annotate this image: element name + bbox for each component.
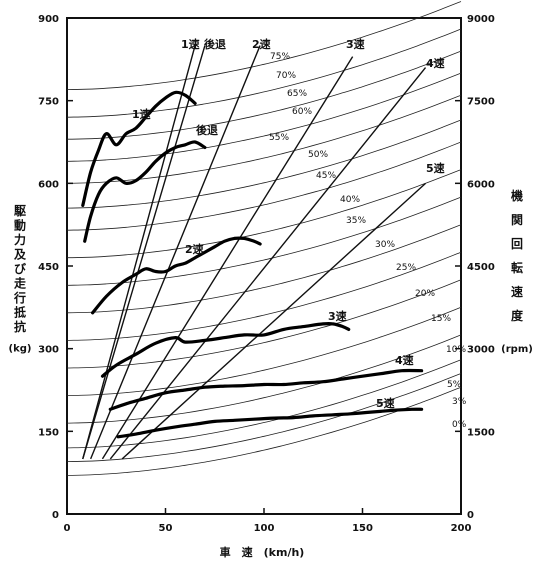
resistance-curve [66,141,462,231]
resistance-label: 65% [287,89,307,99]
resistance-curve [66,169,462,259]
resistance-label: 0% [452,420,467,430]
y-left-tick-label: 0 [52,510,59,521]
resistance-curve [66,72,462,162]
resistance-label: 25% [396,263,416,273]
y-left-tick-label: 900 [38,14,59,25]
resistance-label: 40% [340,195,360,205]
resistance-label: 55% [269,133,289,143]
x-tick-label: 50 [159,523,173,534]
resistance-label: 10% [446,345,466,355]
x-tick-label: 200 [451,523,472,534]
resistance-label: 70% [276,71,296,81]
gear-rpm-line [89,45,261,460]
gear-rpm-line [82,45,196,460]
resistance-curve [66,306,462,396]
resistance-label: 30% [375,240,395,250]
resistance-curve [66,119,462,209]
y-left-tick-label: 300 [38,345,59,356]
y-right-title-char: 回 [511,237,523,251]
traction-curve [116,407,424,439]
y-right-tick-label: 3000 [467,345,495,356]
resistance-curve [66,224,462,314]
resistance-curve [66,334,462,424]
y-left-title-char: (kg) [9,344,32,355]
gear-rpm-line-label: 後退 [204,37,226,51]
resistance-label: 75% [270,52,290,62]
y-right-title-char: 速 [511,284,523,299]
y-right-tick-label: 7500 [467,97,495,108]
y-right-tick-label: 6000 [467,179,495,190]
x-tick-label: 150 [352,523,373,534]
y-left-tick-label: 150 [38,427,59,438]
y-right-title-char: 機 [511,188,523,203]
resistance-label: 20% [415,289,435,299]
gear-rpm-line [82,45,206,460]
resistance-label: 15% [431,314,451,324]
resistance-curve [66,251,462,341]
resistance-label: 45% [316,171,336,181]
resistance-curve [66,359,462,449]
y-left-title-char: 走 [14,276,26,291]
x-tick-label: 0 [64,523,71,534]
y-right-title-char: 関 [511,213,523,227]
traction-curve-label: 3速 [328,309,347,323]
gear-rpm-line-label: 3速 [346,37,365,51]
traction-curve [108,368,424,411]
traction-curve-label: 4速 [395,353,414,367]
traction-curve-label: 5速 [376,396,395,410]
x-tick-label: 100 [254,523,275,534]
y-left-tick-label: 450 [38,262,59,273]
resistance-curves: 75% 70% 65% 60% 55% 50% 45% 40% 35% 30% 25% 20% 15% 1… [66,1,467,476]
y-right-title-char: 度 [511,308,524,323]
y-left-title-char: 抵 [14,305,26,320]
y-left-title-char: 及 [14,248,27,262]
y-right-tick-label: 0 [467,510,474,521]
y-right-tick-label: 4500 [467,262,495,273]
traction-curve [100,321,351,378]
resistance-curve [66,28,462,118]
traction-curve [81,90,197,207]
y-left-title-char: 駆 [14,203,26,218]
resistance-curve [66,373,462,462]
gear-rpm-line-label: 4速 [426,56,445,70]
gear-rpm-line-label: 2速 [252,37,271,51]
traction-curve-label: 1速 [132,107,151,121]
y-left-title-char: び [14,261,27,276]
y-left-title-char: 抗 [14,319,26,334]
resistance-curve [66,196,462,286]
resistance-curve [66,279,462,369]
y-left-title-char: 行 [13,290,26,305]
resistance-label: 35% [346,216,366,226]
x-axis-title: 車 速 (km/h) [220,545,305,559]
y-left-tick-label: 750 [38,97,59,108]
resistance-curve [66,50,462,140]
traction-curve-label: 2速 [185,242,204,256]
resistance-label: 50% [308,150,328,160]
gear-rpm-line [121,182,427,460]
traction-curve [83,140,207,243]
resistance-label: 5% [447,380,462,390]
y-right-tick-label: 1500 [467,427,495,438]
axes: 0150300450600750900015003000450060007500… [38,14,495,534]
resistance-curve [66,1,462,90]
gear-rpm-line-label: 5速 [426,161,445,175]
y-left-title-char: 動 [14,218,26,233]
gear-rpm-line [101,56,354,460]
y-right-title-char: 転 [511,260,523,275]
y-left-tick-label: 600 [38,179,59,190]
gear-rpm-line-label: 1速 [181,37,200,51]
resistance-label: 3% [452,397,467,407]
resistance-curve [66,94,462,184]
traction-curve [91,236,262,315]
traction-curve-label: 後退 [196,123,218,137]
y-right-tick-label: 9000 [467,14,495,25]
y-left-title-char: 力 [14,232,26,247]
resistance-curve [66,386,462,476]
resistance-label: 60% [292,107,312,117]
y-right-title-char: (rpm) [501,344,533,355]
